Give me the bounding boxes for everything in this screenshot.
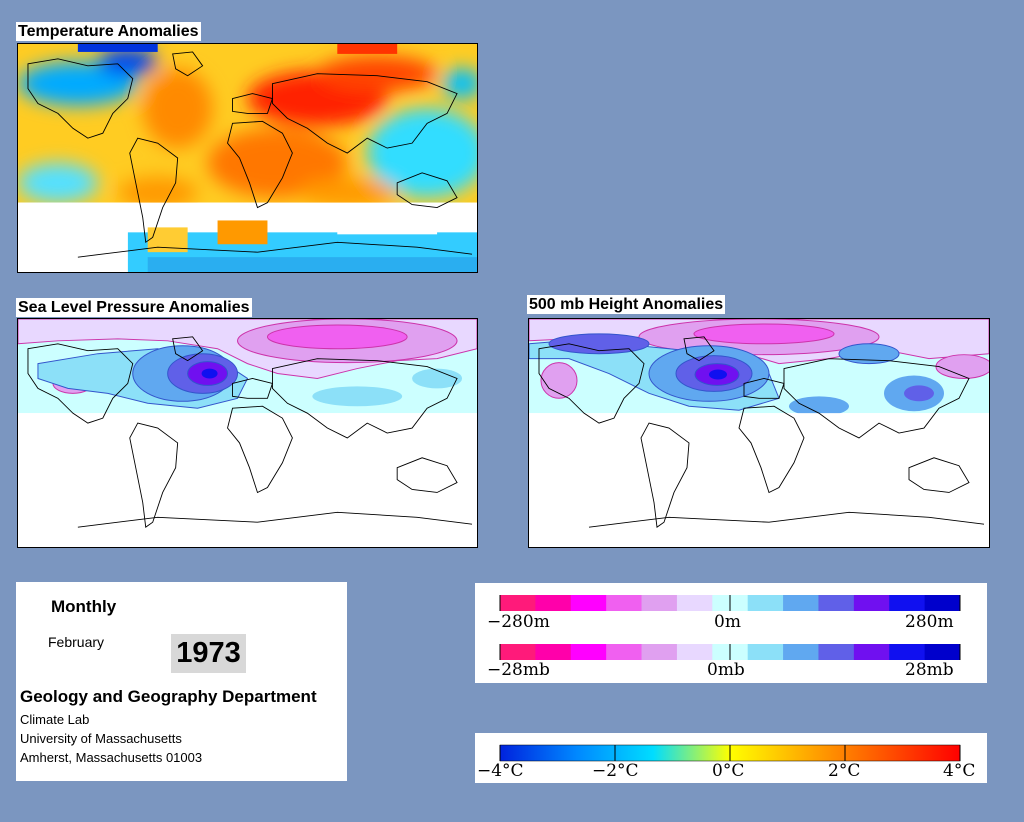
pressure-colorbar-swatch — [889, 644, 926, 660]
pressure-colorbar-swatch — [641, 644, 678, 660]
temperature-map-graphic — [18, 44, 477, 272]
pressure-max-label: 28mb — [905, 660, 954, 680]
height-colorbar-swatch — [783, 595, 819, 611]
department-name: Geology and Geography Department — [20, 687, 317, 706]
height-mid-label: 0m — [714, 612, 741, 632]
height-colorbar-swatch — [500, 595, 536, 611]
temperature-legend: −4°C −2°C 0°C 2°C 4°C — [475, 733, 987, 783]
height-colorbar — [499, 595, 961, 611]
height-min-label: −280m — [487, 612, 550, 632]
temperature-map-title: Temperature Anomalies — [16, 22, 201, 41]
university-name: University of Massachusetts — [20, 731, 182, 746]
temperature-anomaly-map — [17, 43, 478, 273]
pressure-colorbar — [499, 644, 961, 660]
pressure-colorbar-swatch — [747, 644, 784, 660]
pressure-colorbar-swatch — [853, 644, 890, 660]
address-line: Amherst, Massachusetts 01003 — [20, 750, 203, 765]
year-label: 1973 — [171, 634, 246, 673]
temp-tick-neg4: −4°C — [477, 761, 524, 781]
sea-level-pressure-map-graphic — [18, 319, 477, 528]
height-colorbar-swatch — [641, 595, 678, 611]
pressure-colorbar-swatch — [570, 644, 607, 660]
lab-name: Climate Lab — [20, 712, 90, 727]
height-colorbar-swatch — [747, 595, 784, 611]
height-colorbar-swatch — [606, 595, 643, 611]
pressure-colorbar-swatch — [535, 644, 572, 660]
height-colorbar-swatch — [818, 595, 855, 611]
height-max-label: 280m — [905, 612, 954, 632]
pressure-colorbar-swatch — [818, 644, 855, 660]
sea-level-pressure-map-title: Sea Level Pressure Anomalies — [16, 298, 252, 317]
pressure-colorbar-swatch — [783, 644, 819, 660]
pressure-colorbar-swatch — [606, 644, 643, 660]
temperature-colorbar — [499, 744, 961, 762]
height-colorbar-swatch — [924, 595, 961, 611]
pressure-colorbar-swatch — [500, 644, 536, 660]
sea-level-pressure-anomaly-map — [17, 318, 478, 548]
height-colorbar-swatch — [853, 595, 890, 611]
pressure-colorbar-swatch — [924, 644, 961, 660]
temp-tick-neg2: −2°C — [592, 761, 639, 781]
height-pressure-colorbars — [499, 595, 961, 660]
height-pressure-legend: −280m 0m 280m −28mb 0mb 28mb — [475, 583, 987, 683]
height-colorbar-swatch — [676, 595, 713, 611]
month-label: February — [48, 634, 105, 650]
temp-tick-2: 2°C — [828, 761, 861, 781]
frequency-label: Monthly — [51, 597, 117, 616]
pressure-colorbar-swatch — [676, 644, 713, 660]
info-panel: Monthly February 1973 Geology and Geogra… — [16, 582, 347, 781]
height-500mb-map-title: 500 mb Height Anomalies — [527, 295, 726, 314]
temp-tick-4: 4°C — [943, 761, 976, 781]
temp-tick-0: 0°C — [712, 761, 745, 781]
height-colorbar-swatch — [570, 595, 607, 611]
pressure-mid-label: 0mb — [707, 660, 745, 680]
height-colorbar-swatch — [535, 595, 572, 611]
height-500mb-map-graphic — [529, 319, 989, 528]
height-500mb-anomaly-map — [528, 318, 990, 548]
height-colorbar-swatch — [889, 595, 926, 611]
pressure-min-label: −28mb — [487, 660, 550, 680]
